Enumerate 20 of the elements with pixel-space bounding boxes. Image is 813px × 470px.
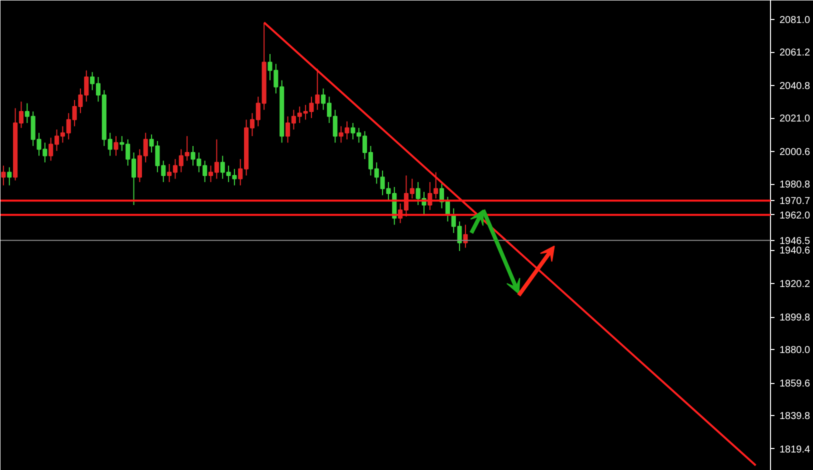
y-tick-label: 2000.6 bbox=[780, 147, 811, 158]
ref-line-label: 1970.7 bbox=[780, 196, 811, 208]
y-tick-label: 1940.6 bbox=[780, 246, 811, 257]
y-tick-label: 2021.0 bbox=[780, 114, 811, 125]
y-tick-label: 1899.8 bbox=[780, 312, 811, 324]
y-tick-label: 1980.8 bbox=[780, 180, 811, 191]
y-tick-label: 1839.8 bbox=[780, 411, 811, 422]
candlestick bbox=[114, 136, 118, 156]
y-tick-label: 2061.2 bbox=[780, 48, 811, 59]
ref-line-label: 1962.0 bbox=[780, 210, 811, 222]
candlestick bbox=[1, 165, 6, 186]
y-tick-label: 1880.0 bbox=[780, 345, 811, 356]
candlestick bbox=[7, 166, 12, 186]
y-tick-label: 2081.0 bbox=[780, 15, 811, 26]
y-tick-label: 1859.6 bbox=[780, 378, 811, 390]
y-tick-label: 1920.2 bbox=[780, 279, 811, 290]
y-tick-label: 1819.4 bbox=[780, 444, 811, 456]
y-tick-label: 2040.8 bbox=[780, 81, 811, 92]
ref-line-label: 1946.5 bbox=[780, 236, 811, 247]
candlestick bbox=[463, 224, 468, 248]
